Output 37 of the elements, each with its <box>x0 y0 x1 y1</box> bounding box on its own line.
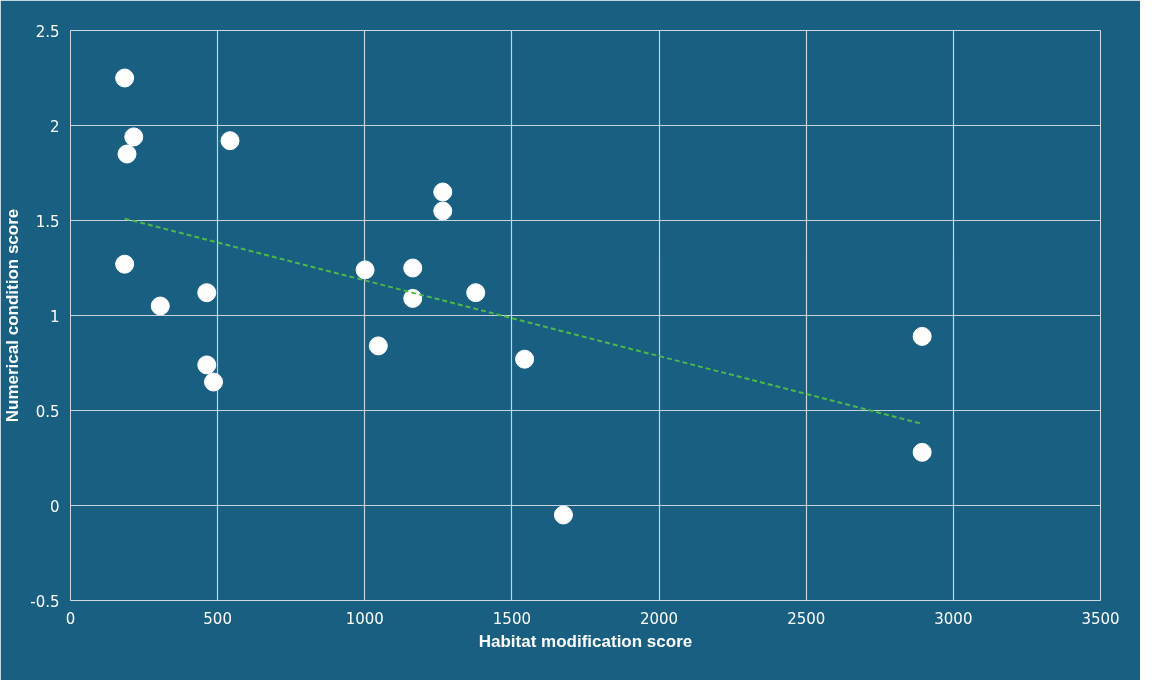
y-tick-label: 0 <box>49 497 60 516</box>
point <box>115 254 135 274</box>
x-tick-label: 2500 <box>787 609 826 628</box>
point <box>433 182 453 202</box>
point <box>197 283 217 303</box>
point <box>117 144 137 164</box>
point <box>204 372 224 392</box>
point <box>368 336 388 356</box>
point <box>553 505 573 525</box>
y-tick-label: -0.5 <box>30 592 60 611</box>
y-axis-title: Numerical condition score <box>3 208 23 423</box>
point <box>912 326 932 346</box>
point <box>403 258 423 278</box>
x-tick-label: 500 <box>203 609 232 628</box>
y-tick-label: 2.5 <box>35 22 60 41</box>
point <box>466 283 486 303</box>
point <box>403 288 423 308</box>
point <box>115 68 135 88</box>
point <box>220 131 240 151</box>
y-tick-label: 0.5 <box>35 402 60 421</box>
point <box>355 260 375 280</box>
point <box>515 349 535 369</box>
x-tick-label: 3500 <box>1081 609 1120 628</box>
y-tick-label: 1 <box>49 307 60 326</box>
x-axis-title: Habitat modification score <box>478 631 693 651</box>
point <box>124 127 144 147</box>
x-tick-label: 3000 <box>934 609 973 628</box>
y-tick-label: 1.5 <box>35 212 60 231</box>
x-tick-label: 1000 <box>345 609 384 628</box>
point <box>197 355 217 375</box>
y-tick-label: 2 <box>49 117 60 136</box>
point <box>150 296 170 316</box>
point <box>912 442 932 462</box>
point <box>433 201 453 221</box>
x-tick-label: 2000 <box>639 609 679 628</box>
x-tick-label: 1500 <box>492 609 532 628</box>
x-tick-label: 0 <box>65 609 76 628</box>
